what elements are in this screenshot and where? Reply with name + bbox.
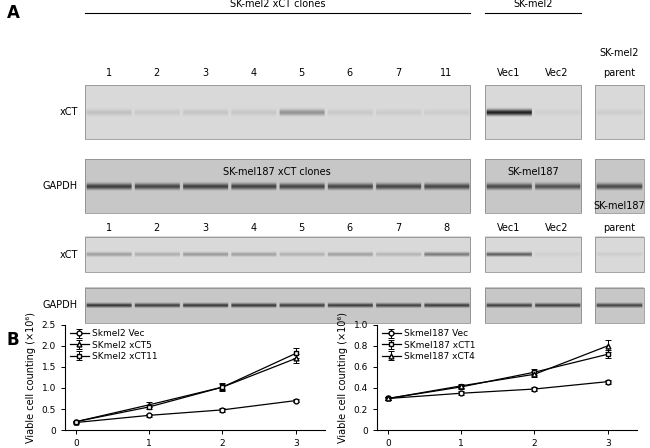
Text: 6: 6 [346,223,353,233]
Bar [84,288,470,323]
Text: B: B [7,331,20,349]
Text: 5: 5 [298,69,305,78]
Bar [595,85,644,139]
Text: xCT: xCT [60,250,78,259]
Text: 7: 7 [395,223,401,233]
Text: Vec1: Vec1 [497,69,521,78]
Text: 6: 6 [346,69,353,78]
Bar [595,288,644,323]
Text: parent: parent [603,223,636,233]
Text: Vec2: Vec2 [545,69,569,78]
Text: GAPDH: GAPDH [43,300,78,310]
Text: 1: 1 [105,69,112,78]
Bar [84,85,470,139]
Text: 5: 5 [298,223,305,233]
Text: 3: 3 [202,223,208,233]
Y-axis label: Viable cell counting (×10⁶): Viable cell counting (×10⁶) [26,312,36,443]
Bar [595,237,644,272]
Bar [484,237,581,272]
Text: SK-mel2 xCT clones: SK-mel2 xCT clones [229,0,325,9]
Text: SK-mel2: SK-mel2 [600,48,639,58]
Text: 7: 7 [395,69,401,78]
Text: 2: 2 [153,223,160,233]
Text: 11: 11 [440,69,452,78]
Text: SK-mel187: SK-mel187 [593,201,645,211]
Text: SK-mel187 xCT clones: SK-mel187 xCT clones [224,167,332,177]
Bar [484,159,581,213]
Bar [484,85,581,139]
Bar [84,237,470,272]
Text: Vec1: Vec1 [497,223,521,233]
Bar [595,159,644,213]
Text: Vec2: Vec2 [545,223,569,233]
Text: 8: 8 [443,223,449,233]
Text: 4: 4 [250,69,256,78]
Text: 2: 2 [153,69,160,78]
Text: 4: 4 [250,223,256,233]
Legend: Skmel2 Vec, SKmel2 xCT5, SKmel2 xCT11: Skmel2 Vec, SKmel2 xCT5, SKmel2 xCT11 [70,329,158,361]
Text: SK-mel187: SK-mel187 [507,167,558,177]
Text: A: A [6,4,20,22]
Legend: Skmel187 Vec, SKmel187 xCT1, Skmel187 xCT4: Skmel187 Vec, SKmel187 xCT1, Skmel187 xC… [382,329,476,361]
Bar [484,288,581,323]
Text: GAPDH: GAPDH [43,181,78,191]
Text: parent: parent [603,69,636,78]
Y-axis label: Viable cell counting (×10⁶): Viable cell counting (×10⁶) [338,312,348,443]
Text: SK-mel2: SK-mel2 [513,0,552,9]
Text: 3: 3 [202,69,208,78]
Text: xCT: xCT [60,107,78,117]
Bar [84,159,470,213]
Text: 1: 1 [105,223,112,233]
